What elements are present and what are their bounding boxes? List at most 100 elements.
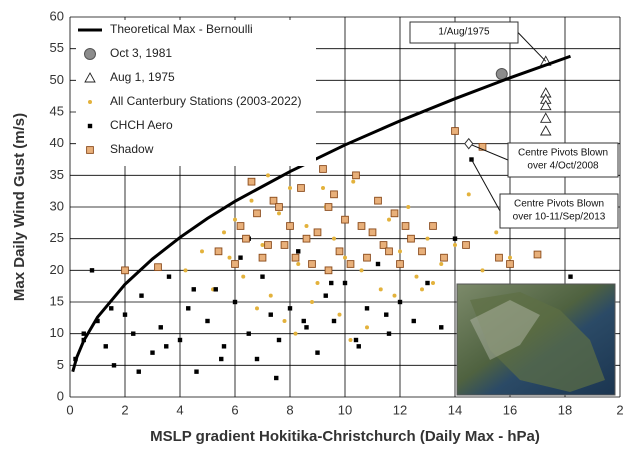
point [568, 274, 572, 278]
y-tick-label: 45 [50, 103, 64, 118]
y-tick-label: 10 [50, 325, 64, 340]
point [351, 180, 355, 184]
point [353, 172, 360, 179]
point [365, 325, 369, 329]
point [292, 254, 299, 261]
point [243, 235, 250, 242]
legend-swatch [88, 100, 92, 104]
point [324, 293, 328, 297]
point [430, 223, 437, 230]
point [167, 274, 171, 278]
point [287, 223, 294, 230]
point [507, 261, 514, 268]
point [331, 191, 338, 198]
point [439, 325, 443, 329]
point [139, 293, 143, 297]
point [276, 204, 283, 211]
point [214, 287, 218, 291]
point [315, 350, 319, 354]
point [303, 235, 310, 242]
annotation-marker [465, 139, 473, 149]
point [425, 281, 429, 285]
x-tick-label: 16 [503, 402, 517, 417]
point [508, 256, 512, 260]
point [194, 369, 198, 373]
point [325, 267, 332, 274]
point [386, 248, 393, 255]
point [254, 210, 261, 217]
point [393, 294, 397, 298]
point [412, 319, 416, 323]
point [481, 268, 485, 272]
point [431, 281, 435, 285]
point [288, 306, 292, 310]
point [420, 287, 424, 291]
point [222, 344, 226, 348]
point [261, 243, 265, 247]
annotation-text: Centre Pivots Blown [518, 148, 608, 159]
point [316, 281, 320, 285]
point [441, 254, 448, 261]
point [178, 338, 182, 342]
point [277, 211, 281, 215]
point [343, 256, 347, 260]
point [321, 186, 325, 190]
point [248, 178, 255, 185]
point [336, 248, 343, 255]
y-tick-label: 25 [50, 230, 64, 245]
point [467, 192, 471, 196]
point [305, 224, 309, 228]
x-tick-label: 0 [66, 402, 73, 417]
point [232, 261, 239, 268]
x-tick-label: 2 [121, 402, 128, 417]
point [398, 249, 402, 253]
y-tick-label: 40 [50, 135, 64, 150]
point [496, 254, 503, 261]
x-tick-label: 6 [231, 402, 238, 417]
point [123, 312, 127, 316]
point [269, 312, 273, 316]
point [357, 344, 361, 348]
point [375, 197, 382, 204]
point [349, 338, 353, 342]
legend-swatch [87, 147, 94, 154]
point [426, 237, 430, 241]
annotation-arrow [518, 33, 546, 62]
annotation-text: over 4/Oct/2008 [527, 161, 599, 172]
legend: Theoretical Max - BernoulliOct 3, 1981Au… [76, 20, 316, 166]
point [332, 237, 336, 241]
point [397, 261, 404, 268]
x-tick-label: 8 [286, 402, 293, 417]
point [415, 275, 419, 279]
point [233, 300, 237, 304]
point [329, 281, 333, 285]
point [137, 369, 141, 373]
legend-swatch [85, 49, 96, 60]
point [104, 344, 108, 348]
y-tick-label: 15 [50, 293, 64, 308]
point [266, 173, 270, 177]
point [109, 306, 113, 310]
point [219, 357, 223, 361]
point [164, 344, 168, 348]
point [296, 249, 300, 253]
point [398, 300, 402, 304]
point [384, 312, 388, 316]
point [369, 229, 376, 236]
x-axis-title: MSLP gradient Hokitika-Christchurch (Dai… [150, 428, 540, 445]
legend-label: Theoretical Max - Bernoulli [110, 22, 253, 36]
point [241, 275, 245, 279]
y-tick-label: 20 [50, 262, 64, 277]
y-tick-label: 0 [57, 388, 64, 403]
point [184, 268, 188, 272]
point [228, 256, 232, 260]
point [269, 294, 273, 298]
point [200, 249, 204, 253]
legend-label: Oct 3, 1981 [110, 46, 172, 60]
point [310, 300, 314, 304]
x-tick-label: 4 [176, 402, 183, 417]
x-tick-label: 12 [393, 402, 407, 417]
point [314, 229, 321, 236]
point [265, 242, 272, 249]
